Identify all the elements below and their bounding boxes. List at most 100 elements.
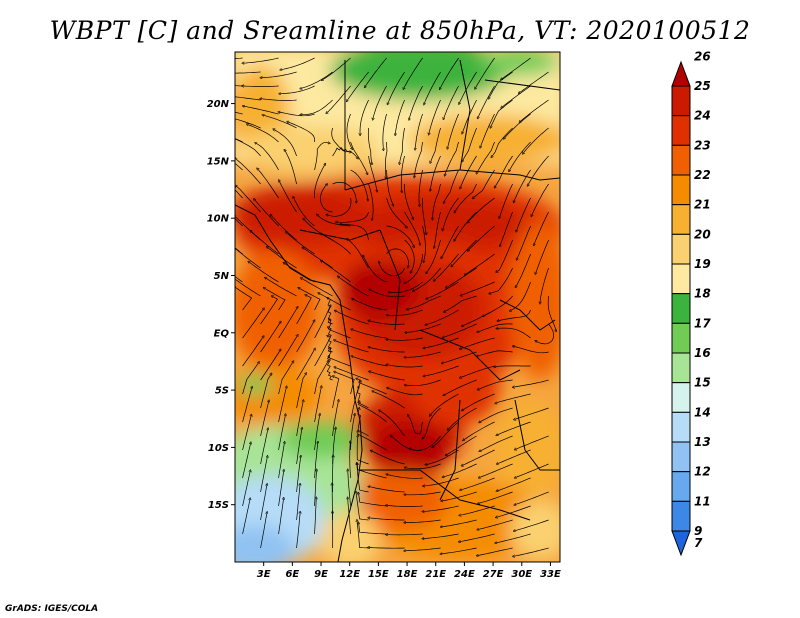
streamline xyxy=(492,127,513,157)
lon-label: 33E xyxy=(540,569,561,580)
streamline xyxy=(359,493,387,507)
streamline xyxy=(350,442,351,479)
lat-label: 15N xyxy=(207,156,230,167)
colorbar-cell xyxy=(671,441,691,473)
streamline xyxy=(385,142,387,178)
streamline xyxy=(266,278,297,297)
colorbar-label: 20 xyxy=(694,227,711,241)
streamline xyxy=(478,379,513,390)
streamline xyxy=(359,402,387,423)
streamline xyxy=(422,197,426,234)
streamline xyxy=(448,407,477,430)
streamline xyxy=(502,57,531,79)
streamline xyxy=(281,57,315,70)
streamline xyxy=(326,356,333,381)
streamline xyxy=(258,169,279,199)
latitude-axis: 20N 15N 10N 5N EQ 5S 10S 15S xyxy=(207,99,235,511)
streamline xyxy=(260,401,269,437)
streamline xyxy=(405,351,441,357)
colorbar-label: 13 xyxy=(694,435,711,449)
streamline xyxy=(264,288,286,311)
streamline xyxy=(419,169,423,206)
streamline xyxy=(235,218,243,227)
streamline xyxy=(352,329,387,339)
streamline xyxy=(279,112,315,117)
streamline xyxy=(391,436,423,451)
streamline xyxy=(442,351,477,363)
colorbar-cell xyxy=(671,115,691,146)
colorbar-label: 18 xyxy=(694,287,711,301)
streamline xyxy=(353,299,387,311)
streamline xyxy=(333,376,340,409)
streamline xyxy=(346,113,352,149)
streamline xyxy=(405,379,441,386)
streamline xyxy=(299,288,321,311)
streamline xyxy=(347,71,369,101)
streamline xyxy=(502,85,531,107)
streamline xyxy=(332,147,358,159)
streamline xyxy=(314,142,330,171)
streamline xyxy=(528,155,549,185)
streamline xyxy=(426,309,459,325)
streamline xyxy=(333,456,334,493)
streamline xyxy=(514,169,531,202)
streamline xyxy=(242,362,259,395)
streamline xyxy=(278,498,284,535)
streamline xyxy=(327,197,352,217)
streamline xyxy=(423,505,459,512)
colorbar-label: 17 xyxy=(694,316,711,330)
streamline xyxy=(516,253,531,287)
lat-label: 5S xyxy=(215,386,229,397)
colorbar-label: 22 xyxy=(694,168,711,182)
streamline xyxy=(446,267,477,288)
streamline xyxy=(363,256,387,283)
streamline xyxy=(242,309,264,339)
streamline xyxy=(357,436,369,465)
lon-label: 6E xyxy=(285,569,299,580)
streamline xyxy=(477,141,495,173)
streamline xyxy=(365,57,387,87)
streamline xyxy=(386,197,407,227)
colorbar-cell xyxy=(671,60,691,87)
streamline xyxy=(368,183,374,219)
streamline xyxy=(443,323,477,337)
streamline xyxy=(468,197,495,222)
streamline xyxy=(441,519,477,527)
streamline xyxy=(422,225,426,262)
lon-label: 18E xyxy=(397,569,418,580)
streamline xyxy=(369,518,405,521)
streamline xyxy=(370,372,405,381)
lat-label: 5N xyxy=(214,271,230,282)
streamline xyxy=(331,127,351,152)
streamline xyxy=(424,71,441,104)
streamline xyxy=(540,267,549,303)
streamline xyxy=(369,347,405,353)
lat-label: 15S xyxy=(208,500,229,511)
streamline xyxy=(514,519,549,531)
streamline xyxy=(517,225,531,259)
streamline xyxy=(337,211,369,222)
streamline xyxy=(235,189,243,199)
streamline xyxy=(321,261,351,283)
streamline xyxy=(267,247,297,269)
streamline xyxy=(278,387,287,423)
streamline xyxy=(278,362,294,395)
streamline xyxy=(464,421,495,440)
streamline xyxy=(278,307,298,339)
streamline xyxy=(328,298,333,325)
streamline xyxy=(478,323,513,332)
streamline xyxy=(430,127,441,162)
streamline xyxy=(242,337,264,367)
streamline xyxy=(242,499,251,535)
streamline xyxy=(256,143,279,171)
streamline xyxy=(327,348,351,367)
colorbar-label: 14 xyxy=(694,405,711,419)
streamline xyxy=(442,491,477,501)
streamline xyxy=(235,85,243,87)
streamline xyxy=(348,498,351,535)
streamline xyxy=(461,477,495,490)
streamline xyxy=(497,477,531,491)
streamline xyxy=(356,492,369,521)
streamline xyxy=(443,463,477,477)
streamline xyxy=(296,456,301,493)
